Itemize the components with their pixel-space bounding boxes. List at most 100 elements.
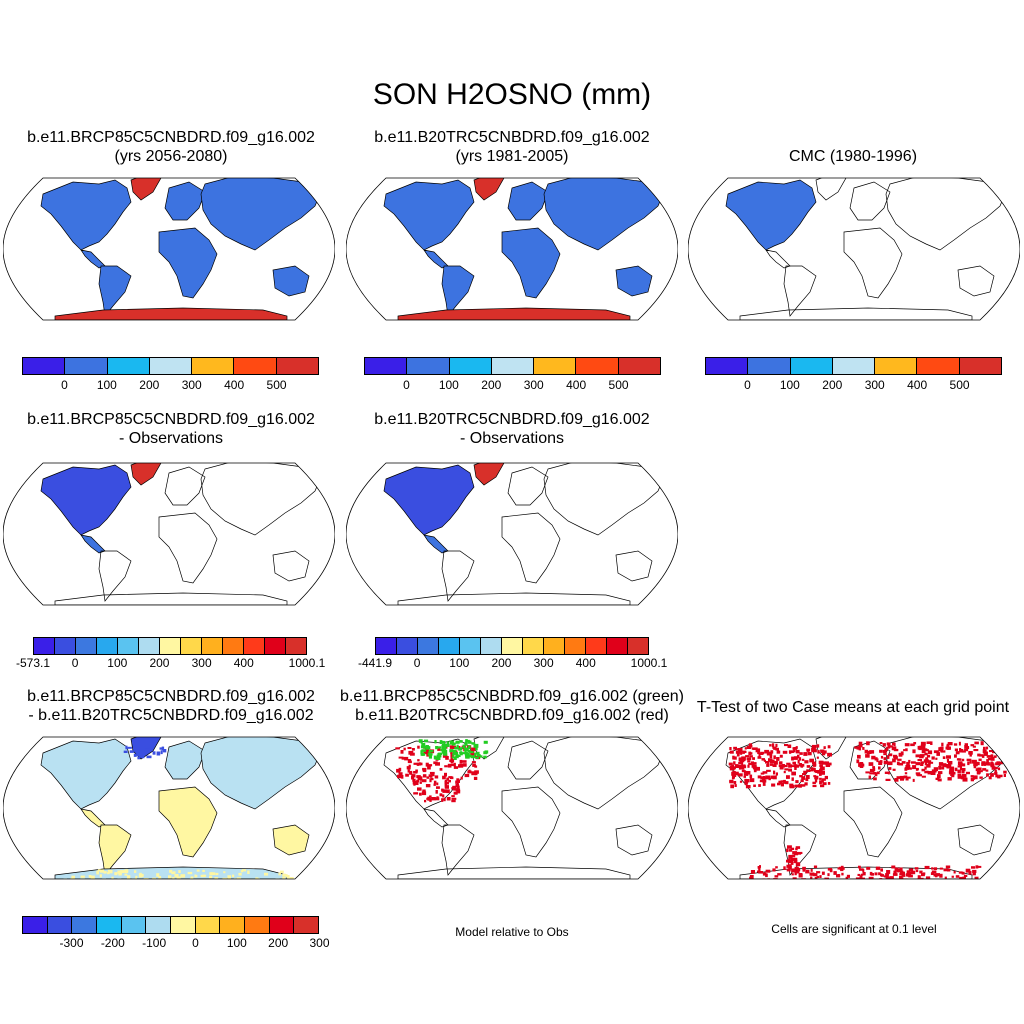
significance-cell-green [443,741,446,745]
significance-cell-red [450,763,454,767]
significance-cell [985,762,990,766]
significance-cell [791,868,795,873]
significance-cell [968,870,972,875]
significance-cell [908,868,914,872]
significance-cell [794,872,797,876]
colorbar-swatch [97,917,122,933]
panel-title-line2: (yrs 1981-2005) [455,148,569,165]
difference-cell [176,876,181,879]
significance-cell-red [446,797,451,801]
significance-cell [957,761,963,766]
significance-cell [749,778,755,783]
significance-cell [953,870,956,874]
significance-cell [997,742,1001,745]
significance-cell [812,763,817,767]
significance-cell [859,763,864,766]
difference-cell [196,869,200,872]
significance-cell-red [396,768,401,773]
significance-cell [978,758,982,761]
significance-cell [962,777,968,782]
difference-cell [195,875,198,878]
significance-cell [921,775,926,778]
significance-cell [959,876,963,879]
difference-cell [202,869,205,872]
significance-cell [811,748,816,752]
landmass-greenland [473,178,505,201]
difference-cell [180,874,186,878]
significance-cell [905,765,911,769]
significance-cell-red [439,793,443,797]
panel-title-case-diff: b.e11.BRCP85C5CNBDRD.f09_g16.002 - b.e11… [3,687,339,725]
significance-cell-red [453,791,458,795]
significance-cell [741,756,746,761]
significance-cell [893,756,898,760]
globe-background [346,737,678,879]
significance-cell [736,753,740,757]
colorbar-swatch [34,638,55,654]
significance-cell [954,767,958,772]
significance-cell-red [420,762,423,766]
significance-cell [791,777,794,781]
significance-cell [816,871,821,874]
landmass-europe [164,740,206,780]
significance-cell-green [465,739,470,742]
significance-cell [874,757,878,761]
colorbar-ticks-case-diff: -300 -200 -100 0 100 200 300 [22,936,329,952]
colorbar-swatch [294,917,319,933]
significance-cell [885,876,890,879]
significance-cell [775,866,778,869]
map-case-diff [3,736,335,880]
significance-cell [911,761,916,764]
significance-cell [869,871,873,876]
panel-title-cmc: CMC (1980-1996) [686,128,1020,166]
significance-cell-red [404,756,409,761]
significance-cell [994,769,997,774]
colorbar-swatch [534,358,577,374]
significance-cell [802,773,806,776]
significance-cell-red [419,781,422,784]
significance-cell [931,870,937,874]
significance-cell [896,761,900,766]
significance-cell [889,753,893,757]
significance-cell [786,868,791,872]
significance-cell [879,760,883,764]
significance-cell-green [461,752,467,755]
difference-cell [247,870,250,874]
significance-cell [855,877,861,879]
significance-cell [901,761,906,764]
significance-cell [856,759,860,764]
significance-cell-red [416,779,420,783]
significance-cell-red [406,766,411,770]
significance-cell-green [434,740,437,744]
significance-cell [888,745,893,748]
significance-cell-red [441,798,444,802]
significance-cell [733,773,737,777]
landmass-greenland [815,178,847,201]
significance-cell [931,756,935,760]
significance-cell-red [407,747,412,749]
significance-cell [762,771,768,774]
colorbar-swatch [576,358,619,374]
significance-cell-green [420,745,424,749]
significance-cell [729,747,732,750]
colorbar-swatch [523,638,544,654]
significance-cell-green [470,755,476,759]
significance-cell [965,868,971,873]
significance-cell-green [421,742,426,746]
significance-cell [996,761,1001,764]
globe-outline [3,736,335,880]
panel-title-line2: - Observations [459,430,565,447]
significance-cell-green [465,755,470,759]
significance-cell-red [442,754,448,758]
significance-cell [794,766,797,770]
significance-cell [801,758,805,761]
significance-cell [734,784,737,787]
difference-cell [127,746,132,749]
colorbar-swatch [245,917,270,933]
significance-cell-green [444,746,447,750]
significance-cell [941,766,945,770]
difference-cell [160,750,163,755]
figure-title: SON H2OSNO (mm) [372,78,652,111]
significance-cell [808,769,811,772]
significance-cell [840,867,845,870]
